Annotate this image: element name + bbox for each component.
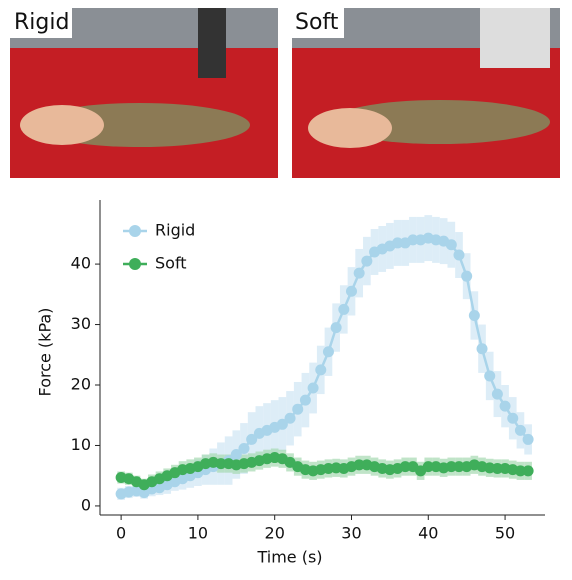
data-point <box>392 237 404 249</box>
data-point <box>476 343 488 355</box>
legend-marker <box>129 225 141 237</box>
data-point <box>484 370 496 382</box>
x-tick-label: 30 <box>341 524 361 543</box>
chart: Time (s) Force (kPa) 0 10 20 30 40 0 10 20 30 40 5… <box>36 200 545 567</box>
photo-label-box <box>292 8 344 38</box>
data-point <box>315 364 327 376</box>
x-tick-label: 40 <box>418 524 438 543</box>
data-point <box>461 270 473 282</box>
data-point <box>230 449 242 461</box>
x-tick-label: 10 <box>188 524 208 543</box>
x-tick-label: 20 <box>265 524 285 543</box>
data-point <box>238 442 250 454</box>
data-point <box>330 322 342 334</box>
data-point <box>453 249 465 261</box>
hand <box>308 108 392 148</box>
data-point <box>307 382 319 394</box>
data-point <box>453 461 465 473</box>
robot-gripper <box>480 8 550 68</box>
photo-soft: Soft <box>292 8 560 178</box>
data-point <box>345 285 357 297</box>
x-tick-label: 50 <box>495 524 515 543</box>
y-tick-label: 10 <box>71 435 91 454</box>
data-point <box>322 346 334 358</box>
legend-marker <box>129 258 141 270</box>
data-point <box>361 255 373 267</box>
hand <box>20 105 104 145</box>
data-point <box>338 303 350 315</box>
legend-label: Soft <box>155 254 187 273</box>
data-point <box>299 394 311 406</box>
data-point <box>215 458 227 470</box>
data-point <box>445 461 457 473</box>
y-axis-label: Force (kPa) <box>36 308 55 397</box>
photo-rigid: Rigid <box>10 8 278 178</box>
data-point <box>284 412 296 424</box>
data-point <box>353 267 365 279</box>
data-point <box>292 403 304 415</box>
data-point <box>246 433 258 445</box>
data-point <box>407 234 419 246</box>
data-point <box>507 412 519 424</box>
x-tick-label: 0 <box>116 524 126 543</box>
photo-label-box <box>10 8 72 38</box>
data-point <box>499 400 511 412</box>
y-tick-label: 40 <box>71 254 91 273</box>
data-point <box>522 433 534 445</box>
data-point <box>399 461 411 473</box>
y-tick-label: 0 <box>81 495 91 514</box>
photo-label: Rigid <box>14 10 69 35</box>
legend-label: Rigid <box>155 221 195 240</box>
data-point <box>514 465 526 477</box>
data-point <box>422 461 434 473</box>
y-tick-label: 20 <box>71 375 91 394</box>
x-axis-label: Time (s) <box>256 548 322 567</box>
robot-gripper <box>198 8 226 78</box>
data-point <box>468 309 480 321</box>
data-point <box>445 239 457 251</box>
data-point <box>276 418 288 430</box>
data-point <box>491 462 503 474</box>
photo-label: Soft <box>295 10 339 35</box>
data-point <box>491 388 503 400</box>
data-point <box>522 465 534 477</box>
data-point <box>353 459 365 471</box>
y-tick-label: 30 <box>71 314 91 333</box>
data-point <box>514 424 526 436</box>
